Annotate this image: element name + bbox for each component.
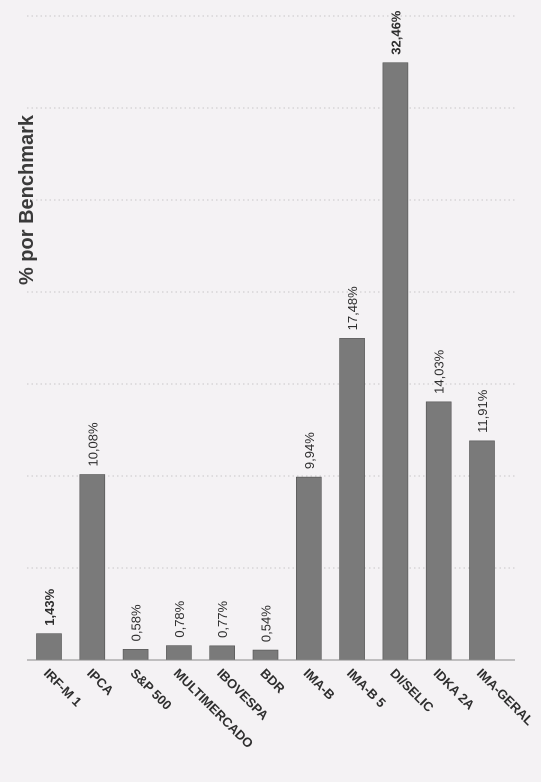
grid-lines	[27, 15, 515, 569]
value-label: 0,78%	[172, 600, 187, 637]
value-label: 11,91%	[475, 389, 490, 433]
bar	[166, 645, 192, 661]
category-label: IRF-M 1	[41, 666, 85, 710]
category-label: MULTIMERCADO	[171, 666, 257, 752]
bar	[79, 474, 106, 661]
value-label: 9,94%	[302, 432, 317, 469]
value-label: 17,48%	[345, 286, 360, 331]
bar	[252, 649, 279, 661]
category-label: IDKA 2A	[431, 666, 478, 713]
bar	[382, 62, 409, 661]
value-label: 32,46%	[388, 10, 403, 55]
category-label: DI/SELIC	[387, 666, 437, 716]
category-label: IMA-B 5	[344, 666, 389, 711]
category-label: BDR	[257, 666, 288, 697]
value-labels: 1,43% 10,08% 0,58% 0,78% 0,77% 0,54% 9,94% 17,4…	[42, 10, 490, 642]
bar	[339, 338, 365, 661]
bar	[122, 649, 149, 661]
bar	[295, 476, 322, 661]
bar	[469, 440, 495, 661]
value-label: 0,54%	[259, 605, 274, 642]
value-label: 0,77%	[215, 601, 230, 638]
chart-title: % por Benchmark	[16, 114, 38, 285]
bars	[36, 62, 495, 661]
category-labels: IRF-M 1 IPCA S&P 500MULTIMERCADOIBOVESPABD…	[41, 666, 537, 752]
bar	[425, 401, 452, 661]
value-label: 0,58%	[129, 604, 144, 641]
category-label: IMA-GERAL	[474, 666, 537, 729]
bar	[36, 633, 62, 661]
value-label: 10,08%	[85, 422, 100, 467]
category-label: S&P 500	[127, 666, 174, 713]
category-label: IMA-B	[301, 666, 338, 703]
value-label: 14,03%	[432, 349, 447, 394]
category-label: IPCA	[84, 666, 117, 699]
bar	[209, 645, 235, 661]
value-label: 1,43%	[42, 588, 57, 625]
